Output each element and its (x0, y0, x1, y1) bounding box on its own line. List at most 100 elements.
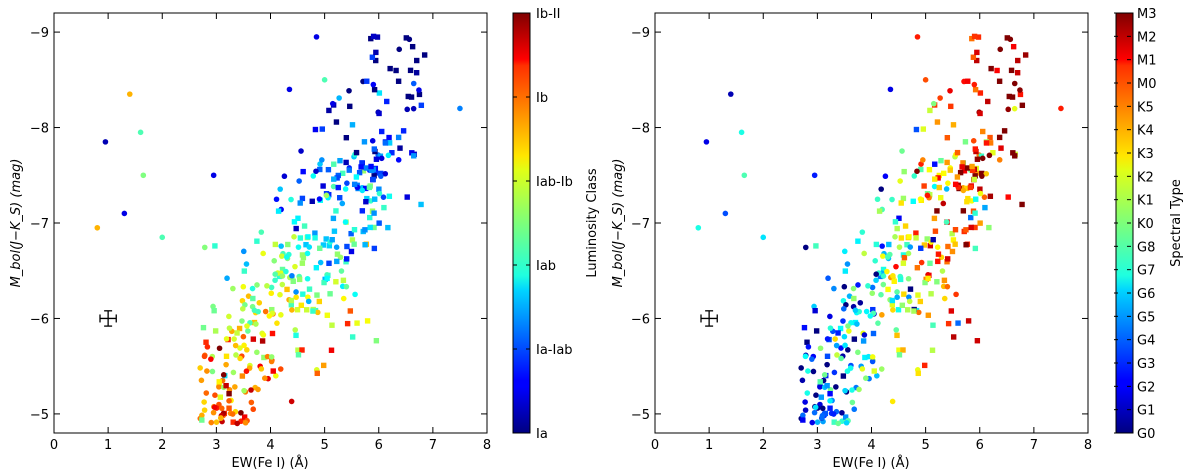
data-point (331, 176, 337, 182)
data-point (278, 243, 284, 249)
data-point (824, 353, 831, 360)
error-bar (700, 310, 718, 327)
data-point (913, 235, 919, 241)
data-point (941, 277, 948, 284)
data-point (324, 275, 330, 282)
data-point (899, 302, 906, 309)
data-point (413, 70, 420, 76)
data-point (894, 225, 900, 232)
data-point (256, 299, 263, 306)
data-point (884, 254, 891, 260)
data-point (918, 245, 924, 251)
data-point (994, 67, 1000, 74)
data-point (259, 338, 266, 344)
data-point (254, 282, 260, 288)
data-point (321, 77, 328, 83)
data-point (928, 291, 934, 297)
x-tick-label: 2 (759, 438, 767, 453)
plot-area-frame (53, 12, 488, 434)
data-point (889, 302, 896, 308)
data-point (204, 344, 211, 350)
colorbar-tick-label: K2 (1137, 170, 1154, 185)
data-point (334, 258, 340, 265)
data-point (232, 342, 239, 349)
data-point (917, 196, 924, 202)
data-point (293, 289, 299, 295)
x-tick-label: 0 (50, 438, 58, 453)
colorbar-tick-label: K5 (1137, 100, 1154, 115)
data-point (372, 170, 379, 176)
data-point (813, 392, 819, 398)
data-point (855, 349, 861, 356)
data-point (229, 411, 236, 417)
data-point (944, 159, 950, 166)
data-point (416, 91, 423, 98)
data-point (835, 330, 841, 336)
data-point (817, 384, 823, 390)
data-point (977, 110, 983, 117)
data-point (272, 241, 279, 248)
data-point (239, 306, 246, 312)
data-point (348, 230, 354, 237)
data-point (977, 220, 983, 226)
data-point (831, 419, 837, 425)
data-point (879, 253, 886, 259)
data-point (843, 419, 850, 426)
data-point (253, 321, 259, 327)
colorbar-tick-label: G1 (1137, 404, 1155, 419)
data-point (313, 34, 320, 40)
colorbar-tick-label: Iab-Ib (536, 175, 573, 190)
data-point (1005, 106, 1012, 113)
data-point (973, 170, 980, 176)
data-point (347, 103, 353, 110)
data-point (371, 224, 377, 231)
data-point (939, 268, 946, 274)
data-point (818, 394, 825, 400)
data-point (821, 372, 828, 378)
data-point (362, 185, 369, 192)
data-point (301, 223, 308, 229)
data-point (930, 100, 937, 107)
plot-area-frame (654, 12, 1089, 434)
data-point (337, 195, 343, 201)
colorbar-tick-label: M2 (1137, 30, 1157, 45)
data-point (421, 52, 428, 58)
data-point (325, 166, 332, 173)
data-point (900, 195, 907, 202)
data-point (331, 228, 338, 234)
data-point (387, 65, 393, 72)
data-point (310, 308, 316, 314)
x-tick-label: 2 (158, 438, 166, 453)
data-point (870, 330, 877, 337)
data-point (291, 234, 297, 240)
data-point (891, 278, 897, 284)
data-point (897, 276, 904, 283)
data-point (374, 34, 381, 40)
data-point (159, 234, 166, 241)
data-point (121, 210, 128, 217)
data-point (874, 196, 881, 203)
data-point (245, 328, 251, 334)
data-point (254, 238, 260, 244)
data-point (234, 330, 240, 336)
data-point (409, 43, 416, 50)
data-point (140, 172, 147, 179)
x-tick-label: 5 (320, 438, 328, 453)
x-tick-label: 6 (976, 438, 984, 453)
data-point (814, 419, 821, 425)
data-point (950, 122, 957, 128)
data-point (812, 307, 818, 314)
data-point (902, 223, 909, 229)
data-point (905, 275, 912, 282)
data-point (851, 336, 858, 342)
data-point (722, 210, 729, 217)
data-point (896, 215, 902, 221)
data-point (988, 65, 994, 72)
data-point (871, 368, 877, 374)
data-point (326, 243, 333, 249)
data-point (830, 411, 837, 417)
colorbar-tick-label: G4 (1137, 334, 1155, 349)
data-point (343, 135, 350, 141)
data-point (863, 375, 869, 381)
